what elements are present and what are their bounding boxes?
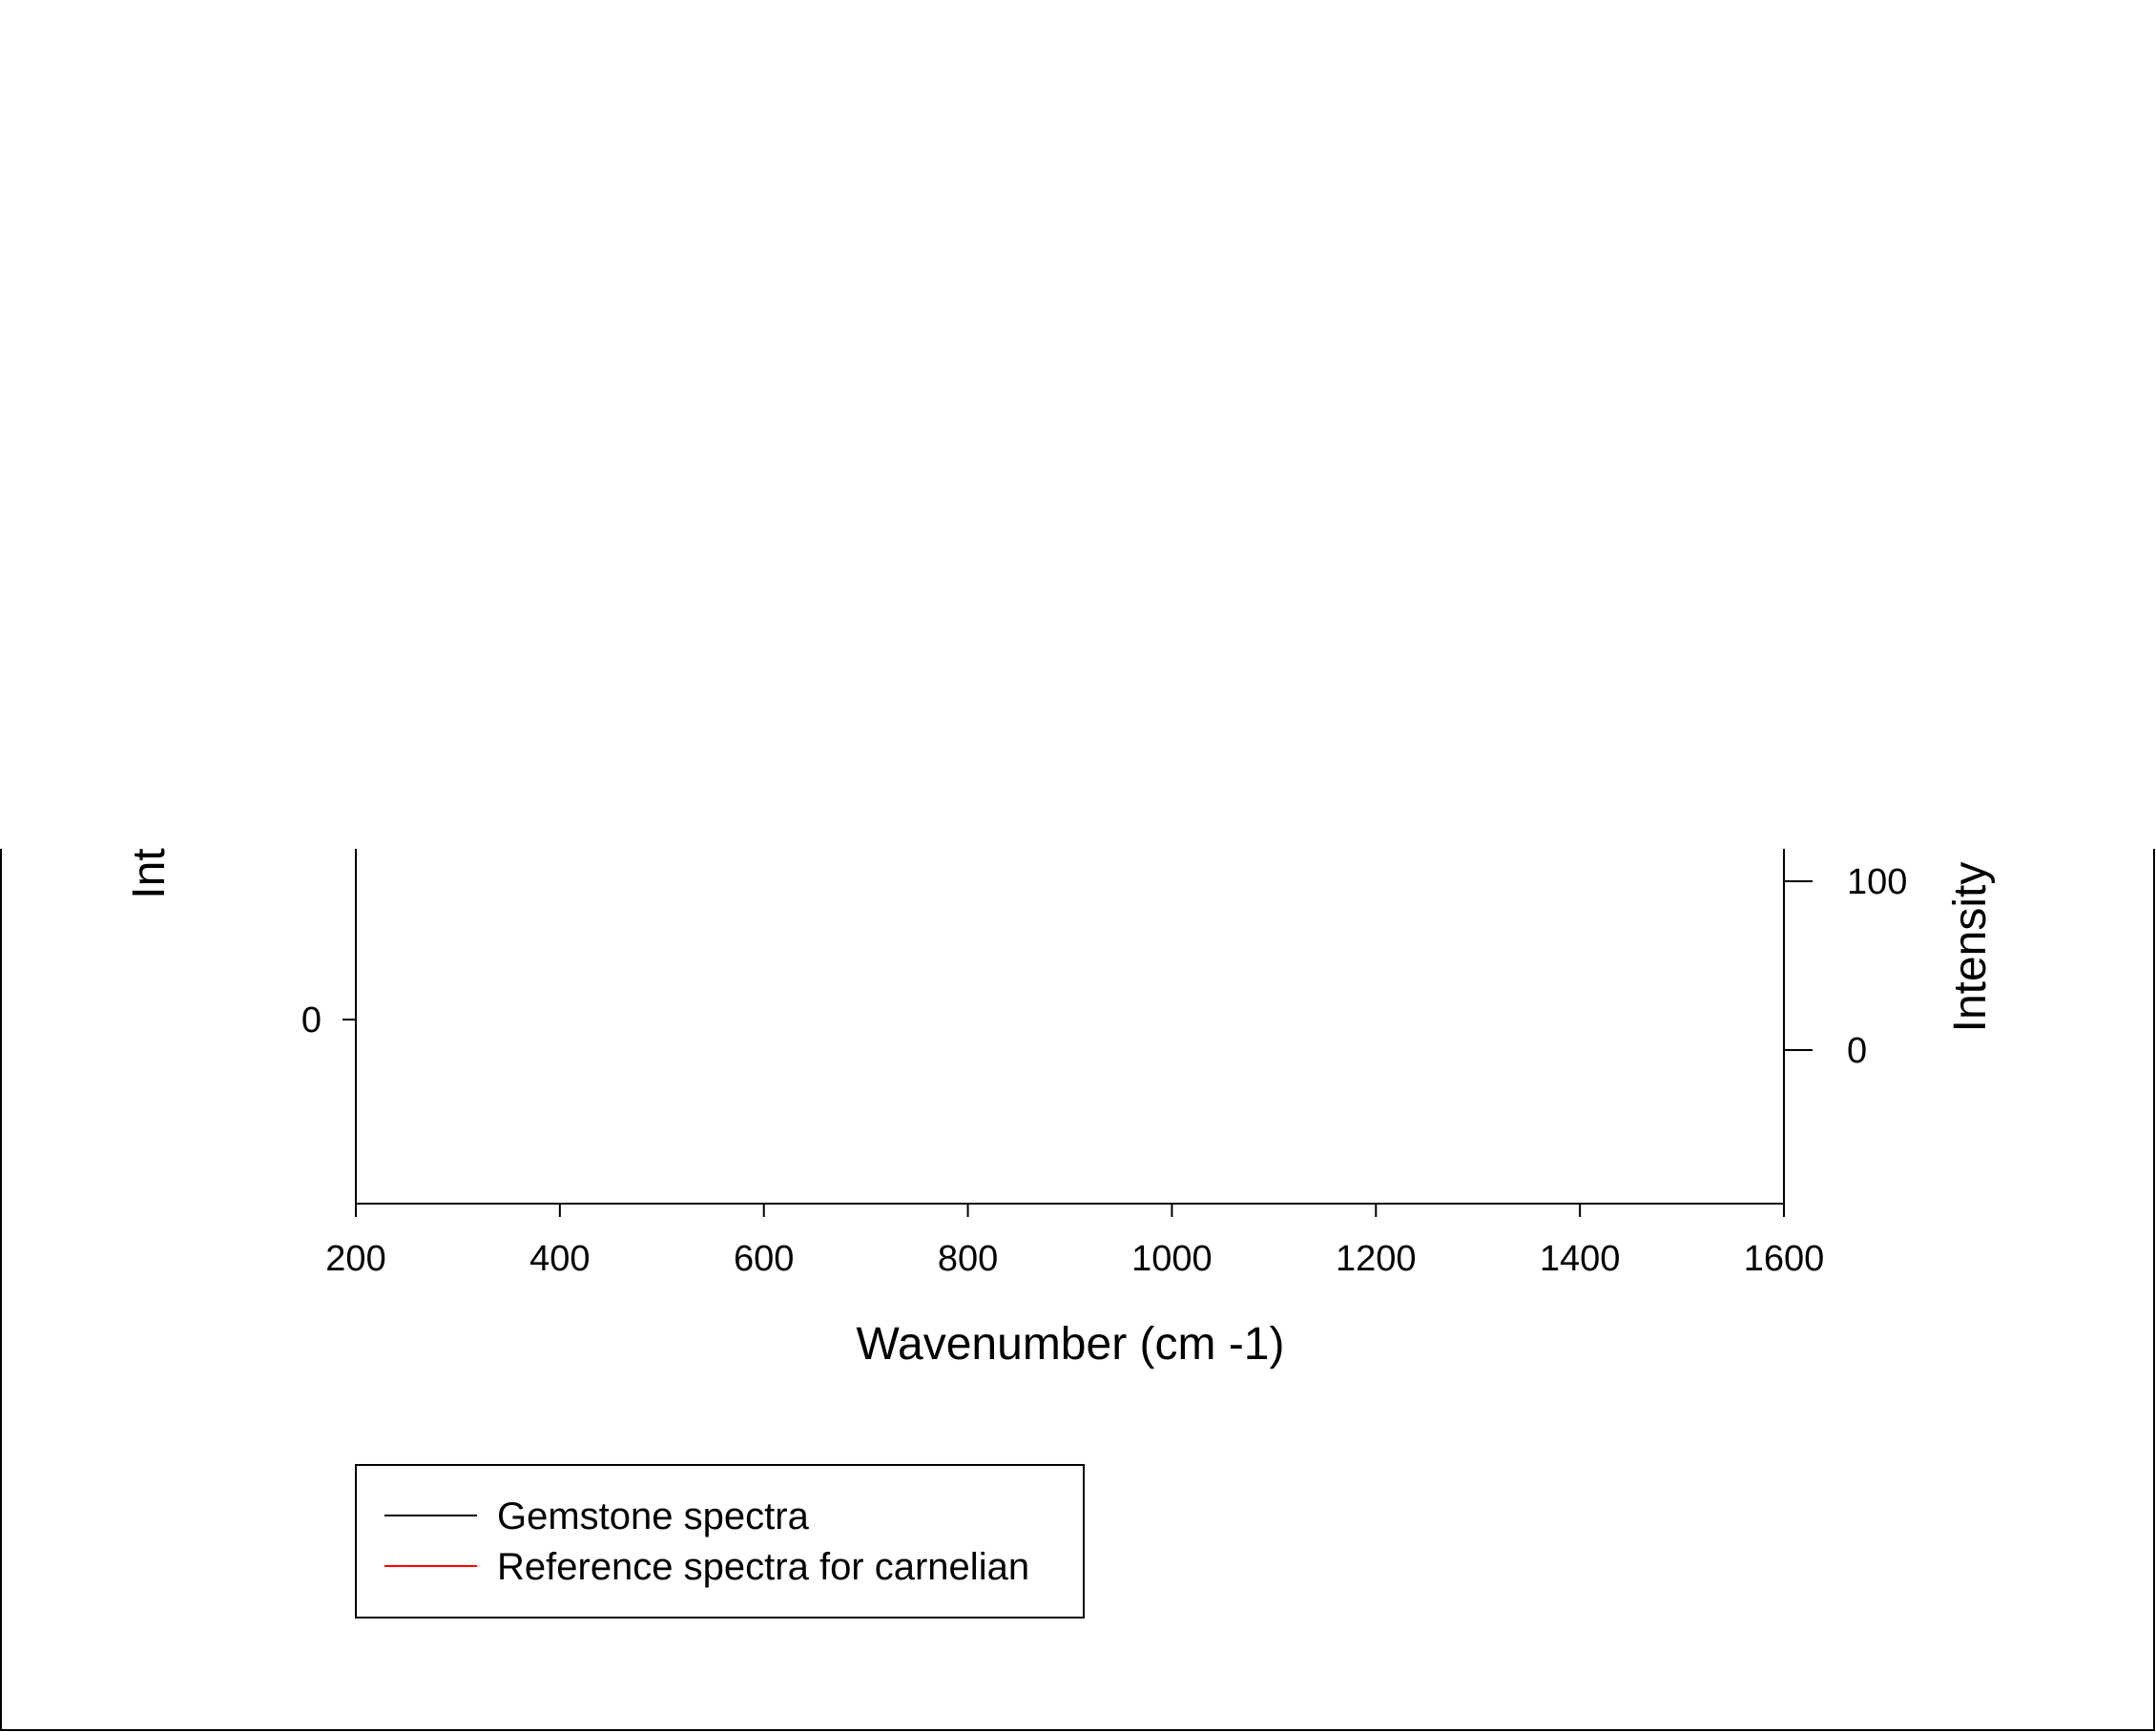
x-tick-label: 800 [938,1239,998,1279]
x-tick-label: 1200 [1336,1239,1417,1279]
legend-label-reference: Reference spectra for carnelian [497,1546,1029,1588]
left-y-tick-label: 0 [301,1000,321,1041]
left-y-axis-ticks: 0 [301,1000,356,1041]
x-axis-title: Wavenumber (cm -1) [857,1319,1285,1370]
right-y-axis-ticks: 0 100 [1784,862,1907,1071]
right-y-tick-label: 100 [1847,862,1907,902]
x-tick-label: 200 [325,1239,385,1279]
right-y-tick-label: 0 [1847,1031,1867,1071]
x-tick-label: 400 [529,1239,590,1279]
x-tick-label: 1000 [1131,1239,1213,1279]
x-tick-label: 1600 [1744,1239,1825,1279]
legend-label-gemstone: Gemstone spectra [497,1495,810,1537]
x-axis-ticks: 200 400 600 800 1000 1200 1400 1600 [325,1204,1824,1279]
x-tick-label: 600 [734,1239,794,1279]
right-y-axis-title: Intensity [1945,862,1996,1033]
legend-box [355,1464,1085,1619]
left-y-axis-title: Int [124,848,175,898]
legend: Gemstone spectra Reference spectra for c… [355,1464,1085,1619]
x-tick-label: 1400 [1540,1239,1621,1279]
